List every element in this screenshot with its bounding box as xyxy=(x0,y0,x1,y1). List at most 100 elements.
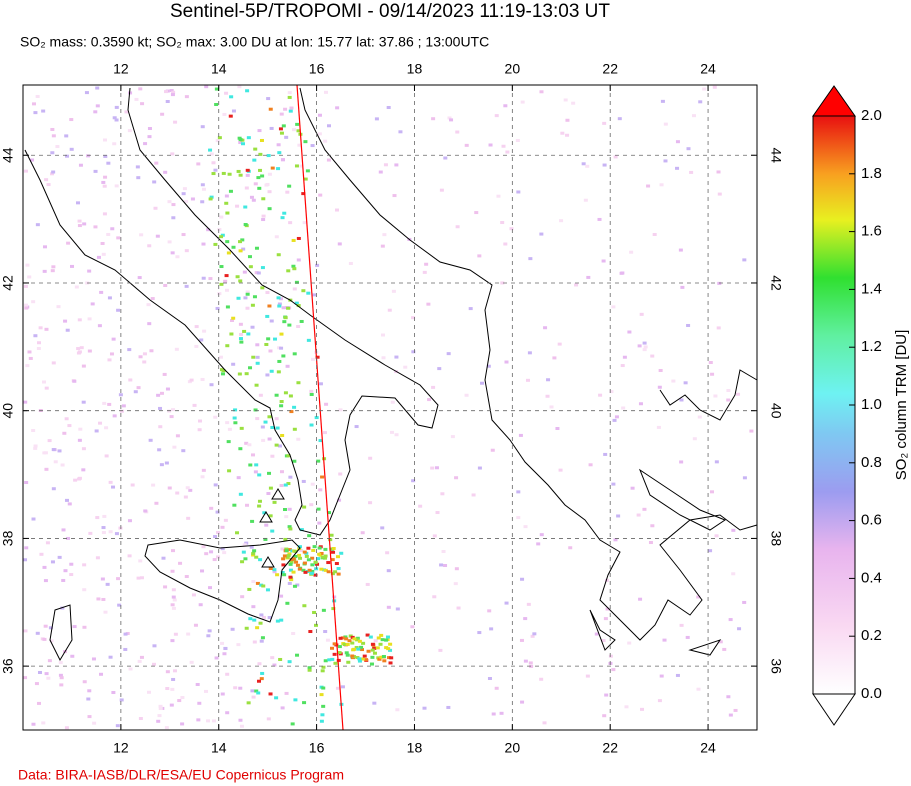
lon-tick-label: 24 xyxy=(700,740,716,756)
pixel xyxy=(173,120,178,124)
pixel xyxy=(284,547,289,551)
pixel xyxy=(147,127,152,131)
pixel xyxy=(309,392,314,396)
pixel xyxy=(97,324,102,328)
pixel xyxy=(73,478,78,482)
pixel xyxy=(360,531,365,535)
pixel xyxy=(225,211,230,215)
pixel xyxy=(411,350,416,354)
pixel xyxy=(339,551,344,555)
pixel xyxy=(742,600,747,604)
pixel xyxy=(379,633,384,637)
pixel xyxy=(251,551,256,555)
pixel xyxy=(38,326,43,330)
pixel xyxy=(77,224,82,228)
pixel xyxy=(390,400,395,404)
pixel xyxy=(477,631,482,635)
pixel xyxy=(536,542,541,546)
pixel xyxy=(51,448,56,452)
pixel xyxy=(456,606,461,610)
pixel xyxy=(386,106,391,110)
pixel xyxy=(77,219,82,223)
lat-tick-label: 40 xyxy=(768,403,784,419)
pixel xyxy=(312,610,317,614)
pixel xyxy=(345,653,350,657)
pixel xyxy=(238,141,243,145)
pixel xyxy=(224,91,229,95)
pixel xyxy=(403,365,408,369)
pixel xyxy=(355,636,360,640)
pixel xyxy=(311,548,316,552)
pixel xyxy=(222,551,227,555)
pixel xyxy=(268,107,273,111)
pixel xyxy=(335,686,340,690)
pixel xyxy=(253,147,258,151)
pixel xyxy=(279,131,284,135)
pixel xyxy=(474,211,479,215)
pixel xyxy=(211,719,216,723)
pixel xyxy=(27,275,32,279)
pixel xyxy=(142,360,147,364)
pixel xyxy=(64,134,69,138)
pixel xyxy=(142,352,147,356)
pixel xyxy=(702,87,707,91)
pixel xyxy=(253,470,258,474)
pixel xyxy=(186,516,191,520)
pixel xyxy=(101,526,106,530)
pixel xyxy=(170,687,175,691)
pixel xyxy=(81,364,86,368)
pixel xyxy=(106,161,111,165)
pixel xyxy=(221,369,226,373)
pixel xyxy=(174,347,179,351)
pixel xyxy=(149,349,154,353)
pixel xyxy=(455,225,460,229)
pixel xyxy=(35,631,40,635)
pixel xyxy=(261,197,266,201)
pixel xyxy=(223,279,228,283)
pixel xyxy=(597,217,602,221)
pixel xyxy=(299,319,304,323)
pixel xyxy=(77,438,82,442)
pixel xyxy=(295,122,300,126)
pixel xyxy=(323,556,328,560)
pixel xyxy=(347,639,352,643)
pixel xyxy=(244,626,249,630)
pixel xyxy=(679,460,684,464)
pixel xyxy=(175,255,180,259)
pixel xyxy=(44,467,49,471)
pixel xyxy=(279,404,284,408)
pixel xyxy=(265,588,270,592)
pixel xyxy=(260,636,265,640)
pixel xyxy=(301,568,306,572)
pixel xyxy=(219,235,224,239)
pixel xyxy=(39,552,44,556)
pixel xyxy=(171,203,176,207)
pixel xyxy=(229,95,234,99)
pixel xyxy=(309,389,314,393)
pixel xyxy=(663,159,668,163)
pixel xyxy=(501,144,506,148)
pixel xyxy=(310,482,315,486)
pixel xyxy=(165,670,170,674)
pixel xyxy=(107,296,112,300)
pixel xyxy=(326,158,331,162)
pixel xyxy=(42,637,47,641)
pixel xyxy=(287,525,292,529)
pixel xyxy=(543,326,548,330)
pixel xyxy=(259,138,264,142)
pixel xyxy=(386,605,391,609)
pixel xyxy=(171,588,176,592)
pixel xyxy=(70,264,75,268)
pixel xyxy=(310,556,315,560)
pixel xyxy=(69,147,74,151)
pixel xyxy=(116,308,121,312)
pixel xyxy=(309,503,314,507)
pixel xyxy=(317,113,322,117)
pixel xyxy=(87,269,92,273)
pixel xyxy=(383,163,388,167)
pixel xyxy=(219,265,224,269)
pixel xyxy=(375,646,380,650)
pixel xyxy=(289,106,294,110)
pixel xyxy=(289,578,294,582)
pixel xyxy=(319,551,324,555)
